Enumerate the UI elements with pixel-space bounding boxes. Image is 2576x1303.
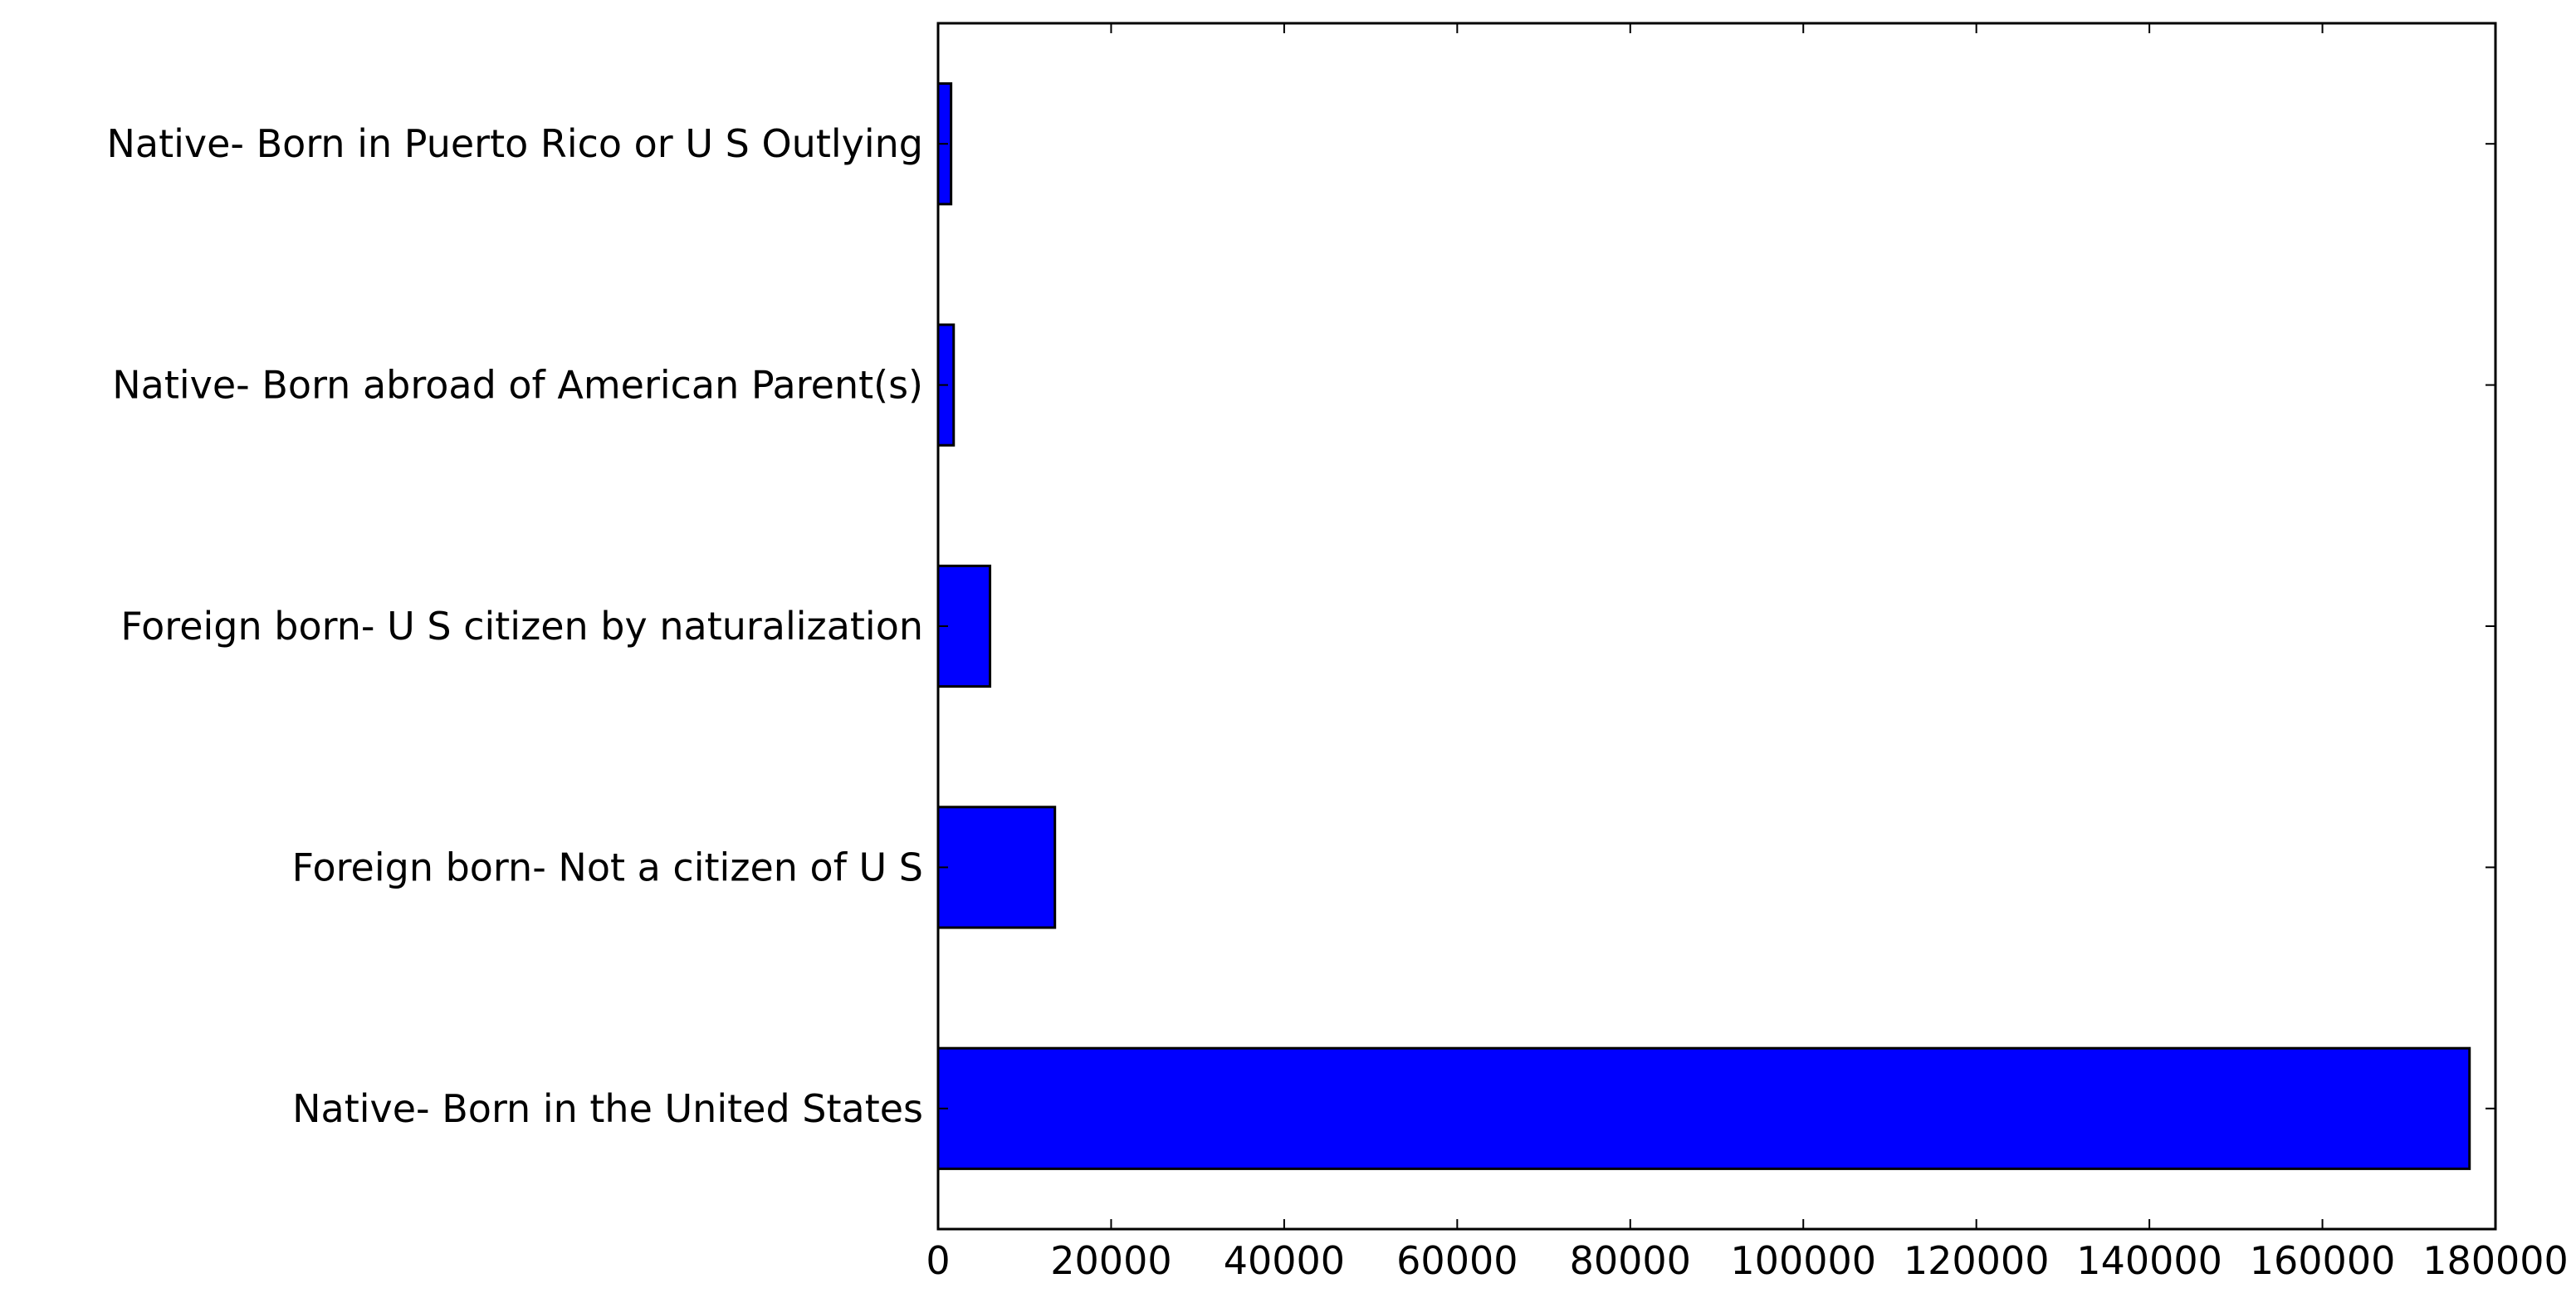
y-tick-label: Native- Born in Puerto Rico or U S Outly… [106, 121, 923, 166]
bar [936, 1046, 2471, 1170]
y-tick-label: Native- Born in the United States [292, 1086, 923, 1131]
x-tick-label: 120000 [1904, 1238, 2050, 1283]
bar [936, 806, 1057, 929]
plot-frame [936, 22, 2497, 1231]
x-tick-label: 0 [926, 1238, 950, 1283]
x-tick-label: 80000 [1570, 1238, 1691, 1283]
x-tick-label: 60000 [1396, 1238, 1518, 1283]
bars-group [936, 82, 2471, 1170]
y-tick-labels-group: Native- Born in Puerto Rico or U S Outly… [106, 121, 923, 1131]
y-tick-label: Native- Born abroad of American Parent(s… [112, 363, 923, 408]
x-tick-labels-group: 0 20000 40000 60000 80000 100000 120000 140000 1… [926, 1238, 2568, 1283]
plot-area-background [938, 23, 2495, 1229]
x-tick-label: 160000 [2250, 1238, 2396, 1283]
y-tick-label: Foreign born- Not a citizen of U S [292, 845, 923, 889]
x-tick-label: 180000 [2422, 1238, 2569, 1283]
bar [936, 564, 992, 688]
x-tick-label: 100000 [1730, 1238, 1876, 1283]
x-tick-label: 40000 [1224, 1238, 1345, 1283]
x-tick-label: 140000 [2076, 1238, 2222, 1283]
y-tick-label: Foreign born- U S citizen by naturalizat… [120, 604, 923, 649]
x-tick-label: 20000 [1050, 1238, 1171, 1283]
